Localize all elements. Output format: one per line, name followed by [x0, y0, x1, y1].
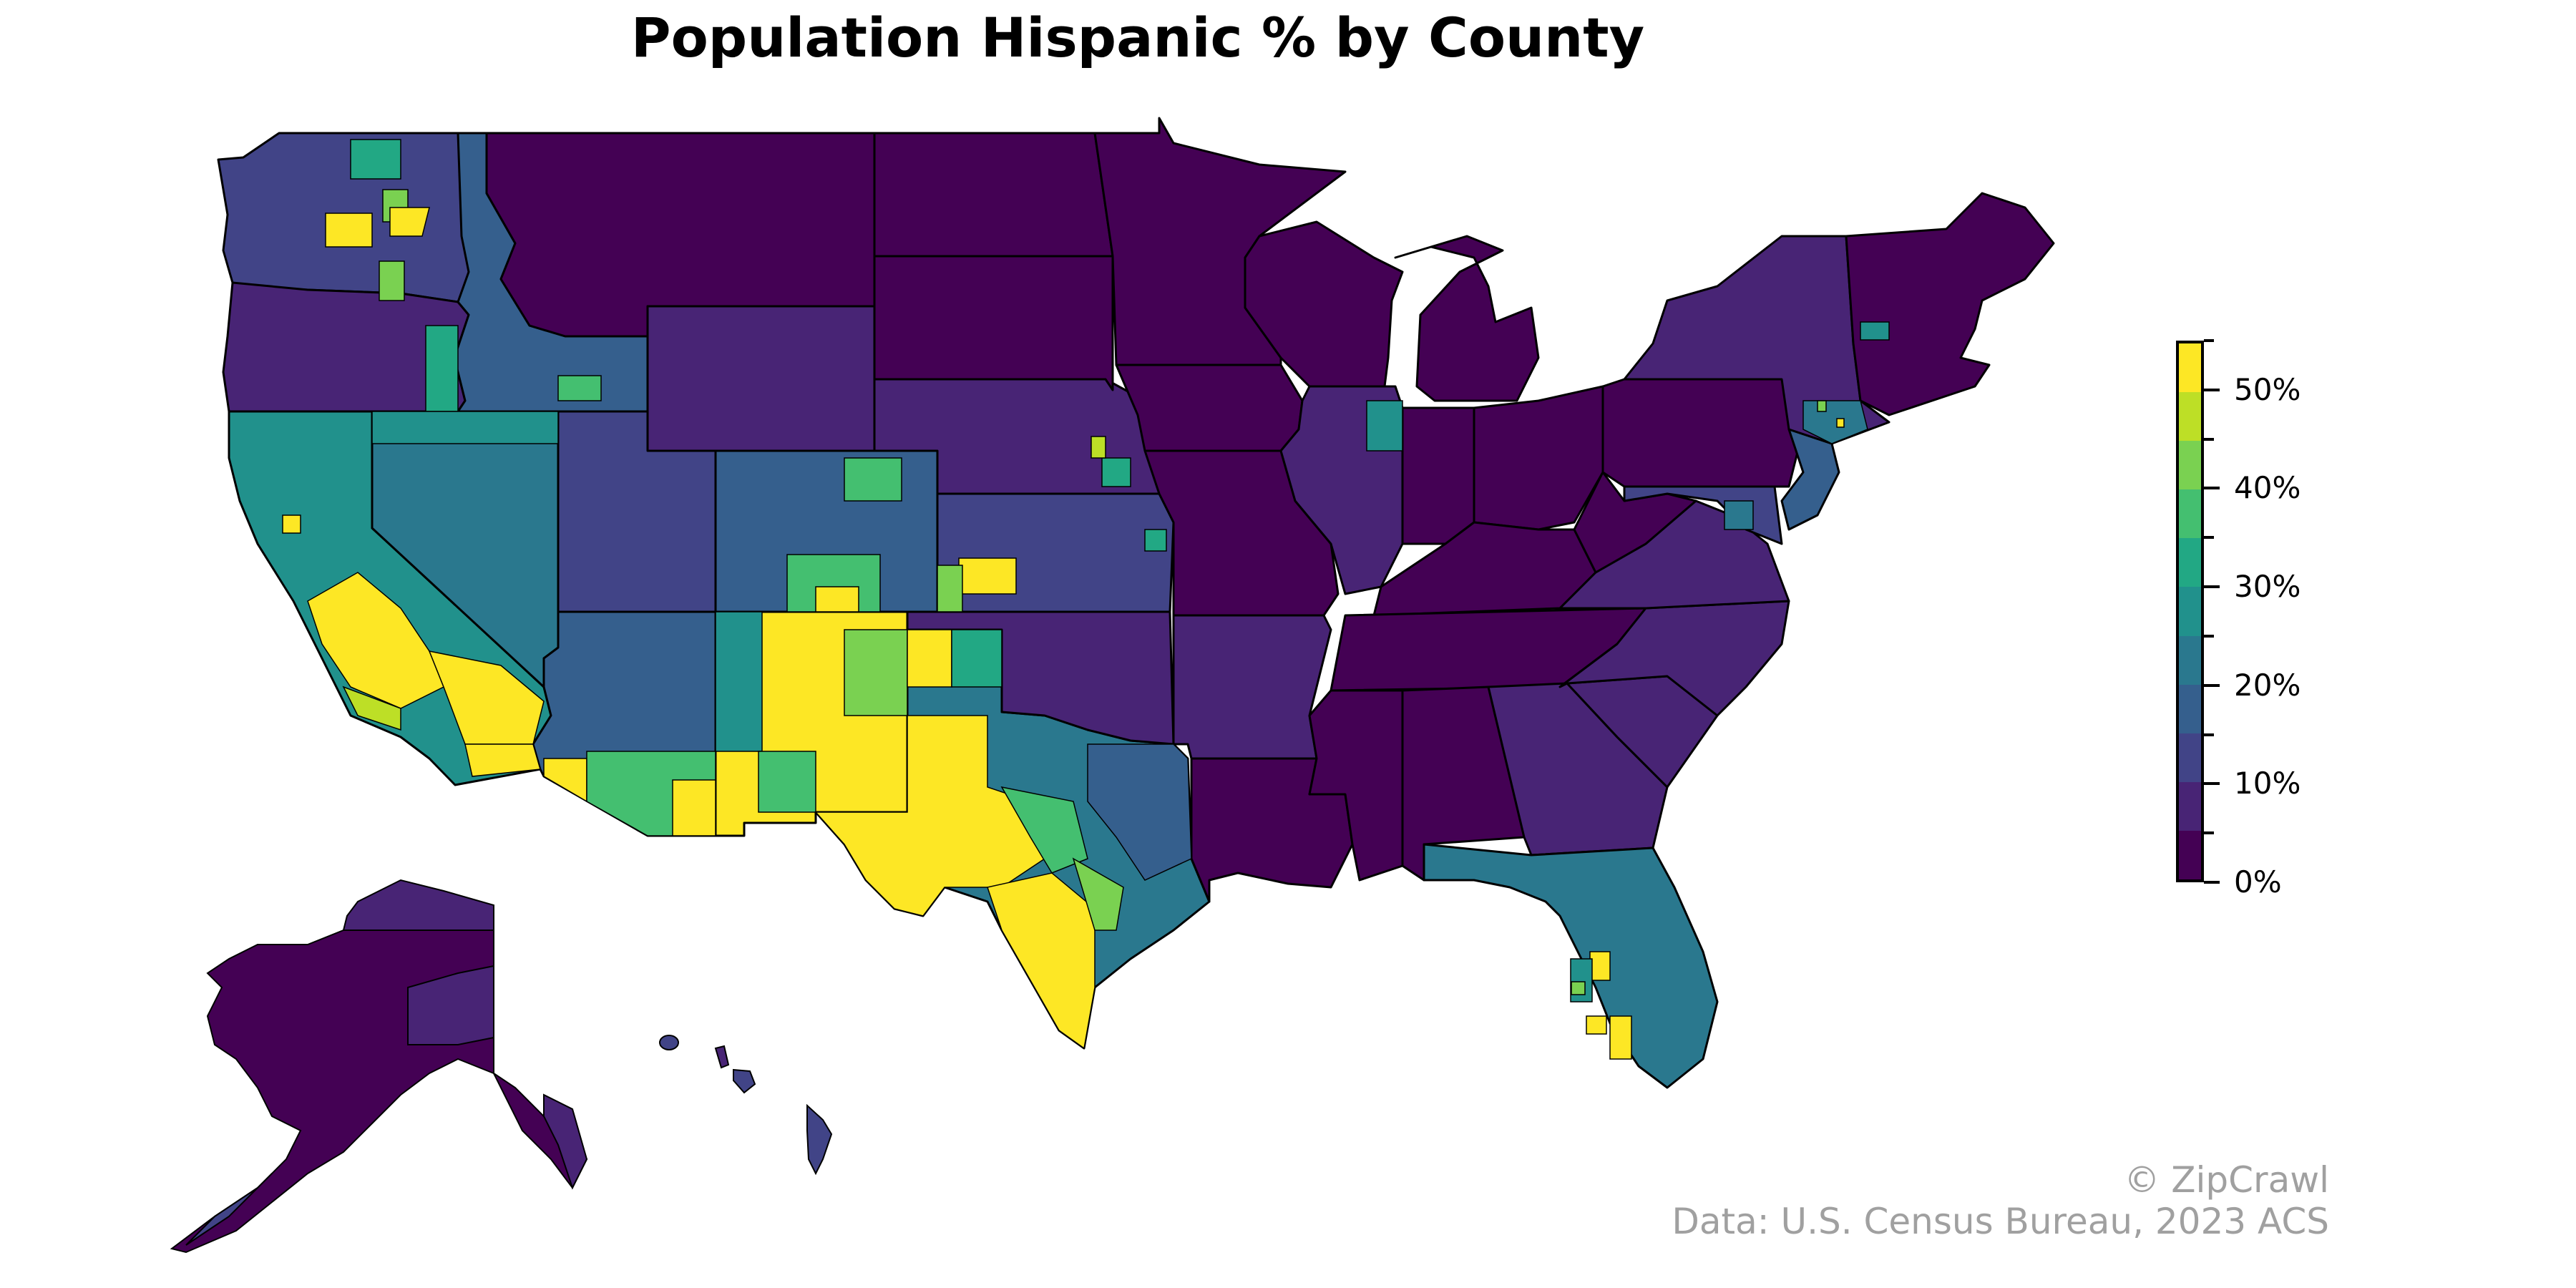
alaska-panhandle — [543, 1093, 588, 1190]
county-cluster-mass — [1860, 321, 1890, 341]
state-new-jersey — [1780, 428, 1840, 531]
county-cluster-az-santa-cruz — [672, 779, 716, 836]
county-cluster-az-yuma — [543, 758, 587, 803]
county-cluster-ne-colfax — [1091, 436, 1106, 459]
state-iowa — [1115, 364, 1304, 452]
state-michigan — [1394, 235, 1540, 402]
county-cluster-nevada-ne — [371, 411, 559, 444]
state-alaska-north — [342, 879, 494, 935]
county-cluster-tx-coastal — [1072, 857, 1124, 931]
tick-label: 40% — [2234, 470, 2301, 505]
state-wisconsin — [1244, 220, 1404, 388]
state-north-dakota — [873, 132, 1114, 258]
tick-label: 0% — [2234, 864, 2282, 899]
county-cluster-ca-coast — [342, 686, 401, 731]
colorbar-bin-25-30 — [2179, 587, 2201, 636]
colorbar — [2176, 341, 2204, 882]
tick-label: 20% — [2234, 668, 2301, 703]
hawaii-oahu — [714, 1045, 730, 1069]
county-cluster-ne-dakota — [1101, 457, 1131, 487]
county-cluster-magic-valley — [557, 375, 602, 401]
county-cluster-ia — [1144, 529, 1167, 552]
county-cluster-bronx — [1836, 418, 1845, 428]
state-south-dakota — [873, 255, 1114, 391]
state-west-virginia — [1573, 471, 1697, 574]
alaska-inset — [170, 879, 588, 1254]
colorbar-bin-15-20 — [2179, 684, 2201, 733]
colorbar-ticks: 0% 10% 20% 30% 40% 50% — [2204, 339, 2347, 899]
county-cluster-tx-east — [1087, 743, 1192, 881]
tick-label: 50% — [2234, 372, 2301, 407]
hawaii-kauai — [659, 1035, 679, 1050]
data-source-text: Data: U.S. Census Bureau, 2023 ACS — [1672, 1201, 2329, 1242]
colorbar-bin-45-50 — [2179, 392, 2201, 441]
state-ohio — [1473, 385, 1604, 531]
tick-label: 10% — [2234, 766, 2301, 801]
colorbar-bin-0-5 — [2179, 830, 2201, 879]
alaska-aleutians — [185, 1173, 273, 1246]
county-cluster-morrow — [379, 260, 405, 301]
county-cluster-tx-panhandle — [907, 629, 952, 688]
tick-label: 30% — [2234, 569, 2301, 604]
county-cluster-tx-panhandle-2 — [951, 629, 1002, 688]
state-pennsylvania — [1601, 378, 1805, 488]
county-cluster-fl-hendry — [1586, 1015, 1607, 1035]
colorbar-bin-40-45 — [2179, 441, 2201, 490]
colorbar-bin-20-25 — [2179, 635, 2201, 685]
county-cluster-nm-west — [715, 611, 763, 752]
state-arkansas — [1172, 614, 1332, 760]
county-cluster-tx-central — [1000, 786, 1088, 874]
county-cluster-nm-grant — [758, 751, 816, 813]
county-cluster-franklin — [389, 207, 430, 237]
county-cluster-imperial — [464, 743, 541, 777]
county-cluster-fl-osceola — [1589, 951, 1611, 981]
colorbar-bin-30-35 — [2179, 538, 2201, 587]
chart-title: Population Hispanic % by County — [630, 6, 1645, 69]
state-new-england — [1845, 192, 2055, 416]
credits: © ZipCrawl Data: U.S. Census Bureau, 202… — [1672, 1159, 2329, 1242]
county-cluster-fl-central — [1570, 958, 1593, 1002]
county-cluster-co-san-luis — [815, 586, 859, 613]
colorbar-bin-10-15 — [2179, 733, 2201, 782]
county-cluster-va-nova — [1724, 500, 1754, 530]
hawaii-big-island — [806, 1103, 833, 1176]
colorbar-bin-5-10 — [2179, 781, 2201, 831]
colorbar-bin-50-55 — [2179, 343, 2201, 393]
county-cluster-tx-south — [987, 872, 1096, 1050]
colorbar-bin-35-40 — [2179, 489, 2201, 539]
county-cluster-malheur — [425, 325, 459, 412]
county-cluster-nm-green — [844, 629, 908, 716]
county-cluster-fl-miami — [1609, 1015, 1632, 1060]
alaska-borough-interior — [407, 965, 494, 1045]
county-cluster-ks-sw2 — [937, 565, 963, 613]
county-cluster-merced — [282, 514, 301, 534]
county-cluster-benton — [350, 139, 401, 180]
hawaii-inset — [659, 1035, 833, 1176]
state-indiana — [1401, 406, 1475, 545]
copyright-text: © ZipCrawl — [2124, 1159, 2329, 1201]
county-cluster-ks-sw — [958, 557, 1017, 595]
state-wyoming — [646, 305, 876, 452]
county-cluster-chicago — [1366, 400, 1403, 452]
county-hotspots — [282, 139, 1890, 1060]
county-cluster-co-northeast — [844, 457, 902, 502]
hawaii-maui-molokai — [733, 1068, 756, 1094]
state-north-carolina — [1558, 600, 1790, 717]
county-cluster-fl-hardee — [1571, 981, 1586, 995]
county-cluster-yakima — [325, 213, 373, 248]
county-cluster-passaic — [1817, 400, 1827, 412]
county-cluster-tx-west — [814, 715, 1045, 917]
